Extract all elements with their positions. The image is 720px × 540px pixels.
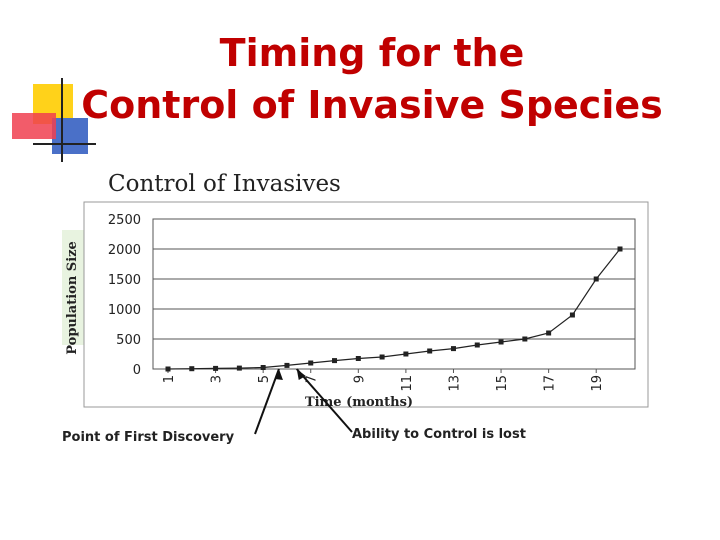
y-tick-label: 0 (133, 363, 141, 378)
x-tick-label: 5 (257, 375, 272, 383)
chart-title: Control of Invasives (108, 171, 341, 197)
data-point (593, 276, 599, 282)
y-tick-label: 1500 (108, 273, 141, 288)
data-point (355, 356, 361, 361)
x-tick-label: 3 (210, 375, 225, 383)
arrowhead-control-lost (296, 369, 306, 380)
y-axis-title: Population Size (65, 241, 80, 355)
corner-decoration (12, 78, 96, 162)
data-point (617, 246, 623, 252)
x-tick-labels: 1 3 5 7 9 11 13 15 17 19 (162, 369, 605, 392)
y-tick-labels: 0 500 1000 1500 2000 2500 (108, 213, 141, 378)
x-tick-label: 13 (447, 375, 462, 392)
grid-layer (153, 218, 635, 370)
annotation-first-discovery: Point of First Discovery (62, 430, 235, 445)
x-tick-label: 7 (305, 375, 320, 383)
arrow-first-discovery (254, 368, 280, 435)
x-tick-label: 1 (162, 375, 177, 383)
deco-red-bar (12, 113, 56, 139)
slide-title-line-1: Timing for the (220, 31, 525, 75)
data-point (189, 366, 195, 372)
data-point (236, 365, 242, 371)
arrowhead-first-discovery (274, 369, 283, 380)
y-tick-label: 500 (116, 333, 141, 348)
data-point (498, 339, 504, 345)
chart-side-strip (62, 230, 84, 345)
y-tick-label: 2000 (108, 243, 141, 258)
data-point (260, 365, 266, 370)
y-tick-label: 1000 (108, 303, 141, 318)
x-tick-label: 11 (400, 375, 415, 392)
data-point (546, 330, 552, 336)
x-axis-title: Time (months) (305, 395, 413, 410)
annotation-control-lost: Ability to Control is lost (352, 427, 526, 442)
data-point (450, 346, 456, 352)
data-point (308, 360, 314, 366)
data-point (474, 342, 480, 348)
data-point (522, 336, 528, 342)
arrow-control-lost (295, 368, 353, 433)
data-point (403, 351, 409, 357)
data-point (427, 348, 433, 354)
data-point (213, 365, 219, 371)
y-tick-label: 2500 (108, 213, 141, 228)
slide-title-line-2: Control of Invasive Species (81, 83, 663, 127)
series-line (167, 248, 621, 370)
x-tick-label: 19 (590, 375, 605, 392)
x-tick-label: 9 (352, 375, 367, 383)
x-tick-label: 15 (495, 375, 510, 392)
deco-blue-square (52, 118, 88, 154)
data-point (569, 312, 575, 318)
series-layer (165, 246, 623, 372)
data-point (379, 354, 385, 360)
data-point (284, 362, 290, 368)
data-point (332, 358, 338, 364)
x-tick-label: 17 (543, 375, 558, 392)
data-point (165, 366, 171, 372)
plot-area (152, 218, 636, 370)
annotation-layer (254, 368, 353, 435)
